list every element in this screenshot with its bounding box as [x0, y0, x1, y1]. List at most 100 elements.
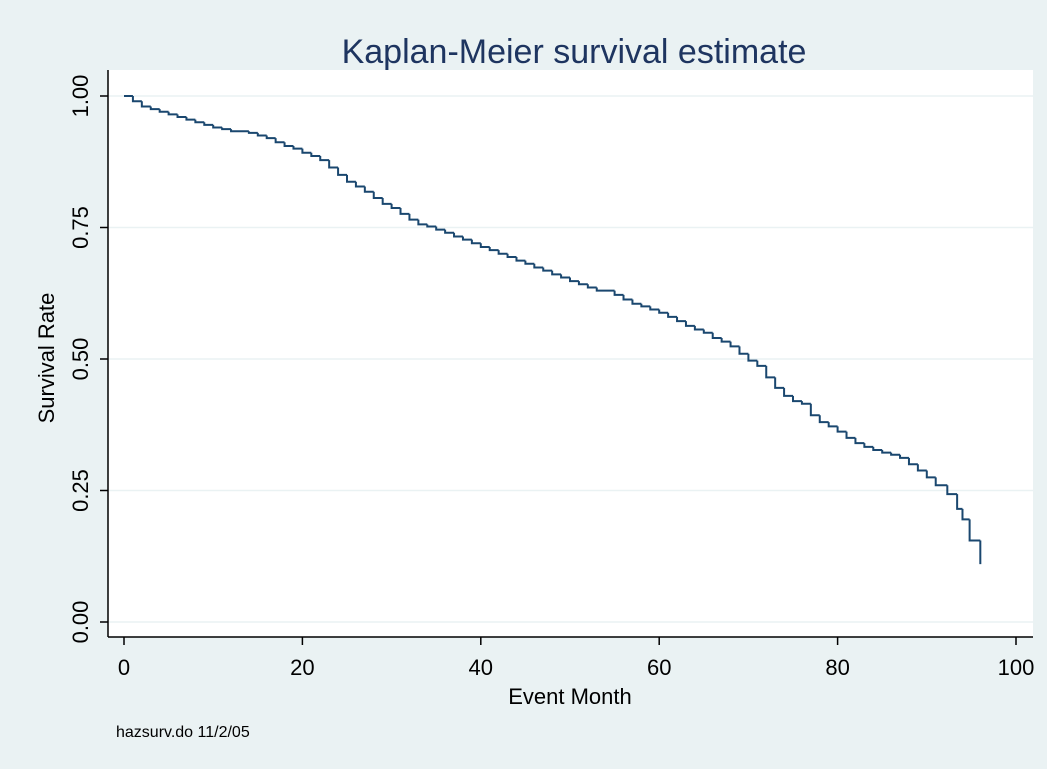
step	[551, 270, 562, 276]
x-tick-label: 0	[118, 655, 130, 680]
step	[569, 277, 579, 283]
step	[747, 353, 758, 362]
step	[684, 321, 695, 327]
step	[149, 106, 160, 111]
step	[702, 329, 713, 334]
step	[265, 135, 276, 140]
step	[497, 250, 508, 255]
step	[577, 281, 588, 286]
step	[363, 186, 374, 193]
step	[881, 449, 892, 454]
step	[524, 260, 535, 265]
step	[292, 145, 303, 150]
step	[649, 306, 660, 311]
step	[854, 437, 865, 445]
step	[640, 303, 651, 308]
y-tick-label: 0.25	[68, 469, 93, 512]
y-tick-label: 1.00	[68, 75, 93, 118]
x-tick-label: 40	[469, 655, 493, 680]
step	[185, 117, 196, 121]
step	[542, 267, 553, 272]
step	[328, 160, 339, 169]
step	[301, 148, 312, 154]
step	[274, 138, 285, 144]
step	[956, 494, 963, 510]
x-tick-label: 80	[825, 655, 849, 680]
step	[622, 294, 633, 301]
step	[863, 443, 874, 448]
step	[435, 226, 446, 231]
step	[961, 508, 970, 521]
step	[506, 253, 517, 258]
step	[417, 219, 428, 226]
x-tick-label: 100	[998, 655, 1035, 680]
step	[836, 426, 847, 433]
step	[818, 415, 829, 424]
step	[194, 119, 205, 124]
step	[890, 452, 901, 456]
step	[515, 256, 526, 262]
step	[783, 387, 793, 397]
y-tick-label: 0.50	[68, 338, 93, 381]
step	[470, 239, 481, 245]
step	[337, 167, 347, 176]
step	[845, 431, 856, 439]
step	[738, 346, 749, 355]
step	[372, 191, 383, 200]
step	[916, 464, 927, 472]
chart-title: Kaplan-Meier survival estimate	[342, 33, 807, 71]
note: hazsurv.do 11/2/05	[116, 724, 250, 741]
x-tick-label: 20	[290, 655, 314, 680]
step	[613, 290, 624, 296]
step	[711, 332, 722, 339]
y-axis-label: Survival Rate	[34, 293, 59, 424]
step	[319, 155, 330, 162]
step	[167, 111, 178, 116]
plot-area	[108, 70, 1033, 637]
step	[426, 224, 437, 228]
step	[461, 236, 472, 241]
step	[934, 477, 948, 487]
step	[140, 101, 151, 108]
step	[381, 198, 392, 205]
step	[221, 127, 232, 131]
step	[792, 395, 802, 403]
step	[488, 246, 499, 252]
step	[899, 454, 909, 459]
step	[720, 337, 731, 343]
step	[774, 377, 785, 389]
step	[729, 341, 740, 348]
step	[765, 365, 776, 379]
step	[946, 485, 958, 496]
step	[247, 131, 258, 134]
step	[230, 129, 249, 133]
step	[390, 203, 401, 210]
step	[586, 284, 597, 289]
step	[176, 114, 187, 119]
step	[756, 360, 767, 367]
step	[310, 152, 321, 157]
step	[283, 142, 294, 147]
x-axis-label: Event Month	[508, 684, 632, 709]
step	[667, 312, 678, 318]
step	[346, 174, 356, 183]
step	[408, 213, 419, 221]
step	[872, 446, 883, 451]
step	[827, 422, 838, 428]
step	[399, 208, 410, 215]
step	[479, 243, 490, 248]
step	[631, 299, 642, 305]
step	[809, 403, 820, 417]
step	[354, 181, 365, 188]
step	[256, 132, 267, 137]
step	[131, 96, 142, 103]
y-tick-label: 0.00	[68, 601, 93, 644]
step	[453, 232, 463, 238]
x-tick-label: 60	[647, 655, 671, 680]
step	[693, 325, 704, 331]
step	[968, 519, 981, 542]
step	[800, 401, 811, 405]
y-tick-label: 0.75	[68, 206, 93, 249]
step	[444, 229, 455, 234]
